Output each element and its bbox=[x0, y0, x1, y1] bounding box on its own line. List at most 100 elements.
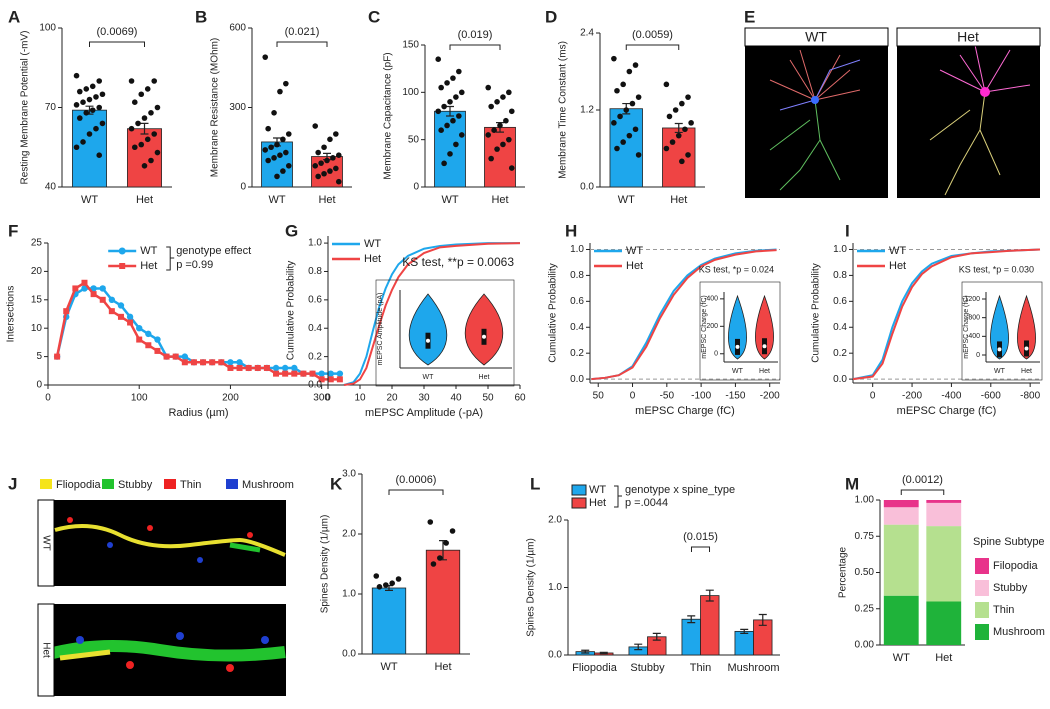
data-point bbox=[620, 81, 626, 88]
data-point bbox=[453, 94, 459, 100]
marker bbox=[63, 308, 70, 315]
data-point bbox=[327, 168, 333, 174]
data-point bbox=[93, 94, 99, 100]
x-tick-label: WT bbox=[268, 194, 285, 206]
data-point bbox=[441, 160, 447, 167]
y-tick-label: 0.6 bbox=[833, 296, 847, 307]
marker bbox=[236, 359, 243, 366]
x-tick-label: 200 bbox=[222, 393, 239, 404]
y-tick-label: 0.6 bbox=[570, 296, 584, 307]
x-tick-label: 100 bbox=[131, 393, 148, 404]
legend-label: WT bbox=[889, 245, 906, 257]
bar-segment bbox=[926, 601, 962, 645]
data-point bbox=[141, 115, 148, 121]
data-point bbox=[443, 540, 449, 546]
marker bbox=[81, 279, 88, 286]
legend-label: Het bbox=[589, 497, 606, 509]
y-tick-label: 600 bbox=[229, 23, 246, 34]
data-point bbox=[76, 115, 83, 121]
bar-segment bbox=[926, 502, 962, 527]
data-point bbox=[135, 120, 141, 127]
x-tick-label: Het bbox=[491, 194, 508, 206]
data-point bbox=[506, 136, 512, 143]
x-tick-label: 20 bbox=[386, 393, 398, 404]
violin-median bbox=[762, 344, 767, 349]
data-point bbox=[318, 160, 324, 166]
marker bbox=[136, 336, 143, 343]
data-point bbox=[672, 107, 679, 113]
data-point bbox=[271, 110, 277, 116]
y-tick-label: 3.0 bbox=[342, 469, 356, 480]
data-point bbox=[447, 151, 453, 157]
y-tick-label: 100 bbox=[39, 23, 56, 34]
significance-bracket bbox=[625, 44, 680, 50]
x-tick-label: Het bbox=[759, 368, 770, 375]
x-tick-label: -600 bbox=[981, 391, 1001, 402]
marker bbox=[218, 359, 225, 366]
marker bbox=[154, 336, 161, 343]
y-tick-label: 0.00 bbox=[855, 640, 875, 651]
data-point bbox=[679, 158, 685, 165]
data-point bbox=[458, 132, 465, 138]
dendrite-image bbox=[38, 500, 286, 586]
y-tick-label: 1.0 bbox=[570, 244, 584, 255]
marker bbox=[291, 364, 298, 372]
panel-letter: F bbox=[8, 221, 18, 240]
error-bar bbox=[687, 615, 696, 624]
y-tick-label: -1200 bbox=[962, 296, 980, 303]
data-point bbox=[623, 107, 630, 113]
y-tick-label: 20 bbox=[31, 266, 43, 277]
y-tick-label: 70 bbox=[45, 102, 57, 113]
data-point bbox=[285, 163, 292, 169]
data-point bbox=[389, 580, 395, 586]
violin bbox=[728, 294, 747, 360]
x-tick-label: -100 bbox=[691, 391, 711, 402]
y-tick-label: 0 bbox=[413, 182, 419, 193]
y-tick-label: 0.0 bbox=[833, 374, 847, 385]
data-point bbox=[438, 127, 444, 133]
legend-label: Het bbox=[889, 260, 906, 272]
legend-label: Fliopodia bbox=[56, 479, 102, 491]
marker bbox=[136, 325, 143, 332]
legend-label: Het bbox=[364, 253, 381, 265]
image-header bbox=[744, 27, 889, 47]
data-point bbox=[86, 131, 93, 137]
legend-label: Thin bbox=[180, 479, 201, 491]
marker bbox=[291, 370, 298, 377]
marker bbox=[327, 370, 334, 377]
data-point bbox=[274, 173, 280, 180]
data-point bbox=[449, 528, 456, 534]
annotation: KS test, *p = 0.024 bbox=[699, 264, 774, 274]
legend-label: Het bbox=[626, 260, 643, 272]
data-point bbox=[427, 519, 434, 525]
data-point bbox=[494, 146, 500, 152]
data-point bbox=[626, 68, 633, 75]
y-tick-label: 0 bbox=[714, 351, 718, 358]
marker bbox=[145, 342, 152, 349]
neuron-trace bbox=[769, 44, 1031, 196]
data-point bbox=[312, 163, 319, 169]
y-axis-label: Percentage bbox=[838, 546, 849, 598]
panel-letter: E bbox=[744, 7, 755, 26]
error-bar bbox=[740, 628, 749, 634]
x-tick-label: -800 bbox=[1020, 391, 1040, 402]
x-tick-label: Thin bbox=[690, 662, 711, 674]
bar-segment bbox=[926, 500, 962, 503]
data-point bbox=[669, 139, 676, 145]
data-point bbox=[312, 123, 319, 129]
x-tick-label: Het bbox=[434, 661, 451, 673]
panel-letter: J bbox=[8, 474, 17, 493]
y-tick-label: 10 bbox=[31, 323, 43, 334]
y-tick-label: 0 bbox=[976, 352, 980, 359]
significance-label: (0.0069) bbox=[97, 26, 138, 38]
data-point bbox=[277, 88, 283, 95]
panel-letter: I bbox=[845, 221, 850, 240]
marker bbox=[99, 296, 106, 303]
panel-letter: A bbox=[8, 7, 20, 26]
data-point bbox=[688, 120, 694, 126]
x-tick-label: 10 bbox=[354, 393, 366, 404]
y-tick-label: 50 bbox=[408, 134, 420, 145]
marker bbox=[300, 370, 307, 377]
data-point bbox=[80, 139, 86, 145]
violin bbox=[1017, 294, 1036, 360]
